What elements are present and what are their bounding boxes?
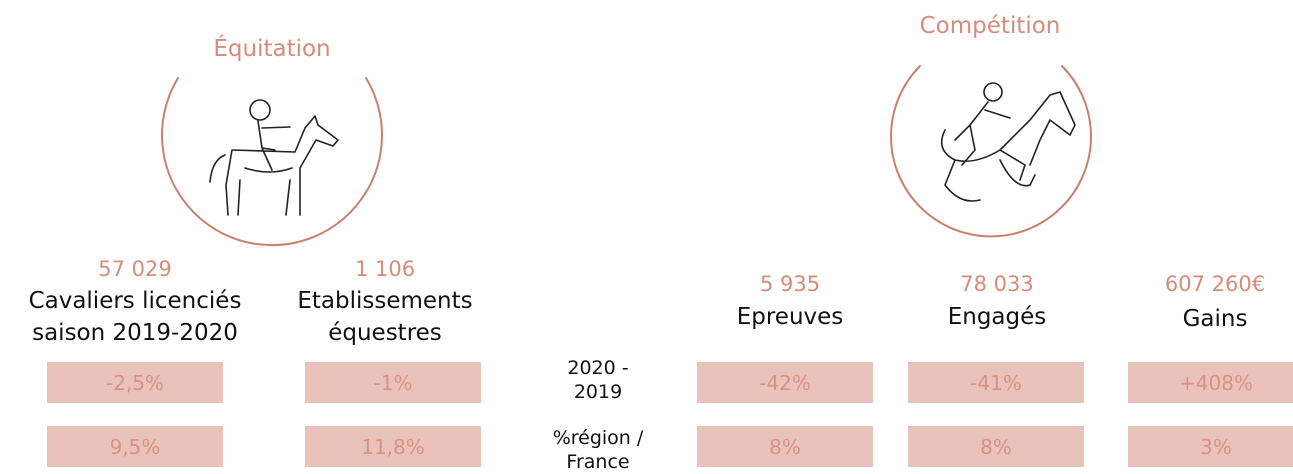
label-line: équestres	[297, 317, 472, 349]
label-line: saison 2019-2020	[29, 317, 242, 349]
row-label: %région /France	[553, 426, 644, 474]
label-line: Etablissements	[297, 285, 472, 317]
share-box: 9,5%	[47, 426, 223, 467]
jumper-icon	[942, 83, 1075, 201]
section-title: Compétition	[920, 13, 1061, 39]
label-line: 2020 -	[567, 356, 628, 380]
metric-label: Gains	[1183, 303, 1248, 335]
section-title: Équitation	[213, 36, 330, 62]
evolution-box: +408%	[1128, 362, 1293, 403]
share-box: 11,8%	[305, 426, 481, 467]
metric-label: Engagés	[948, 301, 1047, 333]
circle	[891, 66, 1091, 236]
row-label: 2020 -2019	[567, 356, 628, 404]
rider-icon	[210, 100, 338, 215]
evolution-box: -41%	[908, 362, 1084, 403]
share-box: 8%	[908, 426, 1084, 467]
label-line: 2019	[567, 380, 628, 404]
circle	[162, 78, 382, 245]
label-line: %région /	[553, 426, 644, 450]
metric-value: 5 935	[760, 272, 820, 296]
label-line: Engagés	[948, 301, 1047, 333]
metric-value: 1 106	[355, 257, 415, 281]
metric-value: 57 029	[98, 257, 171, 281]
share-box: 8%	[697, 426, 873, 467]
label-line: Gains	[1183, 303, 1248, 335]
metric-value: 78 033	[960, 272, 1033, 296]
metric-label: Epreuves	[737, 301, 844, 333]
evolution-box: -42%	[697, 362, 873, 403]
label-line: France	[553, 450, 644, 474]
label-line: Epreuves	[737, 301, 844, 333]
evolution-box: -1%	[305, 362, 481, 403]
label-line: Cavaliers licenciés	[29, 285, 242, 317]
metric-value: 607 260€	[1165, 272, 1265, 296]
page: Équitation Compétition 57 029 Cavaliers …	[0, 0, 1293, 473]
share-box: 3%	[1128, 426, 1293, 467]
evolution-box: -2,5%	[47, 362, 223, 403]
